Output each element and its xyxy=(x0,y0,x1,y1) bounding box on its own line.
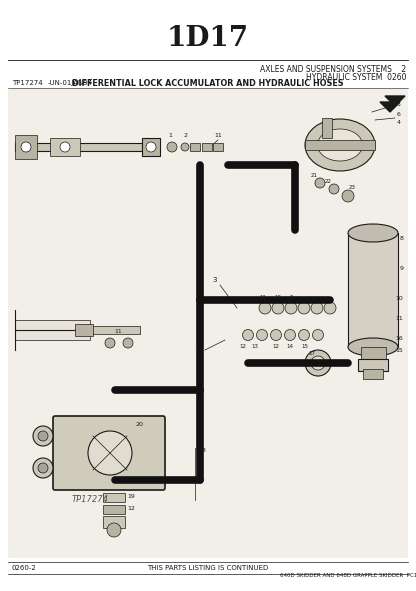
Circle shape xyxy=(60,142,70,152)
Circle shape xyxy=(298,302,310,314)
Circle shape xyxy=(342,190,354,202)
Circle shape xyxy=(270,330,282,340)
Circle shape xyxy=(315,178,325,188)
Text: TP17274: TP17274 xyxy=(12,80,42,86)
Text: 11: 11 xyxy=(260,295,267,300)
Bar xyxy=(361,347,386,361)
Bar xyxy=(75,324,93,336)
Circle shape xyxy=(285,302,297,314)
Text: 11: 11 xyxy=(114,329,122,334)
Circle shape xyxy=(329,184,339,194)
Circle shape xyxy=(21,142,31,152)
Circle shape xyxy=(243,330,253,340)
Bar xyxy=(15,143,150,151)
Text: 15: 15 xyxy=(395,348,403,352)
Text: 20: 20 xyxy=(136,422,144,427)
Text: 14: 14 xyxy=(287,344,294,349)
Text: 10: 10 xyxy=(275,295,282,300)
Text: 22: 22 xyxy=(324,179,332,184)
Circle shape xyxy=(33,458,53,478)
Text: 19: 19 xyxy=(127,495,135,499)
Text: 17: 17 xyxy=(309,351,315,356)
Text: 8: 8 xyxy=(400,235,404,241)
Text: 12: 12 xyxy=(240,344,247,349)
Text: 4: 4 xyxy=(397,119,401,125)
Text: 21: 21 xyxy=(310,173,317,178)
Text: 13: 13 xyxy=(252,344,258,349)
Text: 9: 9 xyxy=(400,265,404,271)
Circle shape xyxy=(181,143,189,151)
Bar xyxy=(8,88,408,558)
Bar xyxy=(348,233,398,347)
Text: 10: 10 xyxy=(395,296,403,300)
Text: 2: 2 xyxy=(183,133,187,138)
Circle shape xyxy=(107,523,121,537)
Text: 640D SKIDDER AND 648D GRAPPLE SKIDDER  PC1978   (14-AUG-01): 640D SKIDDER AND 648D GRAPPLE SKIDDER PC… xyxy=(280,573,416,577)
Bar xyxy=(190,143,200,151)
Circle shape xyxy=(305,350,331,376)
Text: DIFFERENTIAL LOCK ACCUMULATOR AND HYDRAULIC HOSES: DIFFERENTIAL LOCK ACCUMULATOR AND HYDRAU… xyxy=(72,79,344,88)
Bar xyxy=(103,516,125,528)
Text: 5: 5 xyxy=(397,102,401,108)
Text: 12: 12 xyxy=(272,344,280,349)
Text: 1D17: 1D17 xyxy=(167,24,249,51)
FancyBboxPatch shape xyxy=(53,416,165,490)
Circle shape xyxy=(312,330,324,340)
Bar xyxy=(322,118,332,138)
Text: 12: 12 xyxy=(127,506,135,511)
Bar xyxy=(103,505,125,514)
Bar xyxy=(358,359,388,371)
Bar xyxy=(15,320,90,340)
Bar xyxy=(305,140,375,150)
Text: 1: 1 xyxy=(168,133,172,138)
Text: -UN-01JAN94: -UN-01JAN94 xyxy=(48,80,93,86)
Circle shape xyxy=(38,463,48,473)
Circle shape xyxy=(123,338,133,348)
Ellipse shape xyxy=(317,129,362,161)
Text: 11: 11 xyxy=(214,133,222,138)
Circle shape xyxy=(299,330,310,340)
Text: 16: 16 xyxy=(395,336,403,340)
Bar xyxy=(90,326,140,334)
Bar xyxy=(202,143,212,151)
Text: THIS PARTS LISTING IS CONTINUED: THIS PARTS LISTING IS CONTINUED xyxy=(147,565,269,571)
Text: 6: 6 xyxy=(397,112,401,116)
Circle shape xyxy=(88,431,132,475)
Circle shape xyxy=(38,431,48,441)
Bar xyxy=(50,138,80,156)
Circle shape xyxy=(285,330,295,340)
Text: 15: 15 xyxy=(302,344,309,349)
Bar xyxy=(363,369,383,379)
Circle shape xyxy=(324,302,336,314)
Circle shape xyxy=(272,302,284,314)
Polygon shape xyxy=(380,102,400,112)
Circle shape xyxy=(311,302,323,314)
Text: 9: 9 xyxy=(289,295,293,300)
Text: 3: 3 xyxy=(213,277,217,283)
Bar xyxy=(213,143,223,151)
Text: HYDRAULIC SYSTEM  0260: HYDRAULIC SYSTEM 0260 xyxy=(305,73,406,82)
Text: AXLES AND SUSPENSION SYSTEMS    2: AXLES AND SUSPENSION SYSTEMS 2 xyxy=(260,65,406,74)
Circle shape xyxy=(33,426,53,446)
Circle shape xyxy=(259,302,271,314)
Ellipse shape xyxy=(348,338,398,356)
Text: 18: 18 xyxy=(198,447,206,453)
Bar xyxy=(103,493,125,502)
Ellipse shape xyxy=(348,224,398,242)
Circle shape xyxy=(311,356,325,370)
Circle shape xyxy=(105,338,115,348)
Circle shape xyxy=(146,142,156,152)
Text: TP17274: TP17274 xyxy=(72,495,109,505)
Circle shape xyxy=(167,142,177,152)
Polygon shape xyxy=(385,96,405,106)
Bar xyxy=(142,138,160,156)
Text: 7: 7 xyxy=(198,347,202,353)
Text: 23: 23 xyxy=(349,185,356,190)
Bar xyxy=(15,135,37,159)
Ellipse shape xyxy=(305,119,375,171)
Circle shape xyxy=(257,330,267,340)
Text: 0260-2: 0260-2 xyxy=(12,565,37,571)
Text: 11: 11 xyxy=(395,316,403,320)
